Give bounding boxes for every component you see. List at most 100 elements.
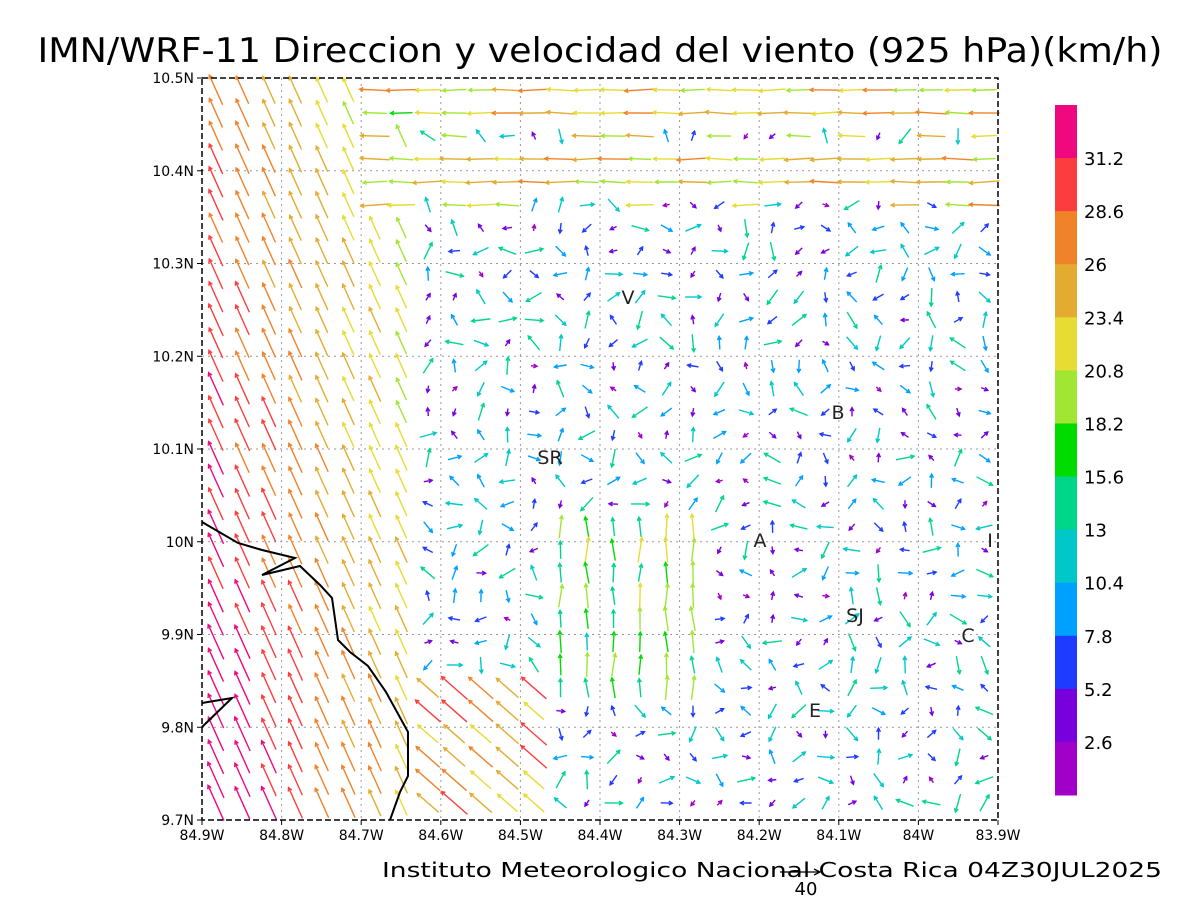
wind-vector-shaft: [395, 469, 408, 493]
wind-vector: [902, 500, 908, 510]
colorbar-swatch: [1055, 370, 1077, 424]
wind-vector-head: [744, 232, 750, 239]
wind-vector: [522, 770, 545, 790]
wind-vector-head: [395, 216, 401, 222]
wind-vector-shaft: [473, 339, 489, 347]
wind-vector-shaft: [559, 610, 562, 628]
wind-vector-head: [557, 653, 563, 659]
wind-vector: [287, 350, 303, 381]
wind-vector: [545, 86, 574, 92]
wind-vector-head: [821, 575, 827, 581]
wind-vector-head: [584, 632, 590, 638]
wind-vector-head: [836, 179, 842, 185]
wind-vector-head: [510, 663, 517, 669]
wind-vector-shaft: [234, 648, 251, 682]
wind-vector-head: [358, 155, 365, 161]
wind-vector: [444, 339, 464, 346]
wind-vector-head: [933, 226, 940, 232]
wind-vector: [608, 339, 619, 348]
wind-vector-head: [207, 623, 212, 629]
wind-vector: [770, 359, 776, 374]
wind-vector-head: [741, 501, 747, 507]
wind-vector: [809, 178, 841, 184]
wind-vector-head: [984, 223, 990, 229]
wind-vector: [951, 221, 965, 234]
wind-vector: [704, 155, 733, 161]
wind-vector-head: [745, 391, 750, 397]
wind-vector-head: [599, 178, 606, 184]
wind-vector-head: [849, 406, 855, 412]
wind-vector-shaft: [442, 88, 467, 92]
wind-vector-head: [747, 685, 753, 691]
wind-vector-head: [820, 249, 826, 254]
colorbar-label: 5.2: [1084, 680, 1113, 701]
wind-vector-head: [395, 123, 401, 130]
wind-vector-shaft: [208, 556, 224, 590]
wind-vector-shaft: [262, 122, 276, 150]
wind-vector-shaft: [658, 776, 675, 784]
wind-vector: [845, 387, 860, 393]
wind-vector: [599, 178, 626, 184]
wind-vector-shaft: [824, 292, 827, 302]
wind-vector-shaft: [847, 498, 857, 510]
wind-vector-head: [801, 567, 808, 573]
wind-vector-shaft: [902, 680, 908, 696]
wind-vector-shaft: [691, 514, 695, 540]
wind-vector: [926, 611, 937, 626]
wind-vector: [898, 128, 912, 145]
wind-vector-shaft: [824, 475, 827, 487]
wind-vector-head: [586, 292, 592, 298]
wind-vector: [583, 582, 589, 609]
wind-vector-shaft: [234, 671, 251, 705]
wind-vector: [415, 745, 441, 768]
colorbar-swatch: [1055, 529, 1077, 584]
wind-vector: [876, 564, 882, 584]
wind-vector-head: [234, 143, 240, 149]
wind-vector-head: [823, 297, 829, 304]
wind-vector-shaft: [476, 289, 486, 305]
wind-vector-head: [287, 396, 293, 402]
wind-vector-head: [261, 212, 267, 218]
wind-vector-shaft: [530, 522, 538, 532]
wind-vector-shaft: [262, 76, 276, 104]
wind-vector: [207, 692, 225, 729]
wind-vector-shaft: [678, 111, 708, 115]
wind-vector-shaft: [690, 538, 696, 562]
wind-vector-shaft: [369, 216, 381, 240]
wind-vector: [898, 547, 910, 553]
wind-vector: [288, 144, 303, 173]
y-tick-label: 10.3N: [152, 257, 194, 273]
wind-vector: [288, 465, 303, 496]
wind-vector-head: [960, 525, 966, 531]
wind-vector-shaft: [363, 111, 387, 115]
wind-vector-head: [482, 360, 488, 366]
wind-vector-head: [980, 683, 986, 689]
wind-vector-head: [638, 562, 644, 569]
place-label: B: [831, 402, 844, 424]
wind-vector: [691, 334, 697, 354]
wind-vector-head: [750, 776, 757, 782]
wind-vector-shaft: [467, 111, 495, 115]
wind-vector-head: [261, 304, 267, 310]
wind-vector: [497, 246, 517, 255]
wind-vector-head: [534, 409, 541, 415]
wind-vector: [822, 452, 829, 465]
wind-vector: [861, 110, 894, 116]
wind-vector-shaft: [899, 337, 911, 349]
wind-vector-head: [559, 196, 565, 202]
wind-vector-head: [368, 352, 374, 359]
wind-vector-head: [870, 477, 877, 483]
wind-vector-shaft: [690, 656, 696, 674]
wind-vector-head: [234, 119, 240, 126]
wind-vector-head: [622, 110, 629, 116]
wind-vector: [367, 650, 382, 679]
wind-vector-head: [518, 110, 524, 116]
wind-vector-shaft: [314, 627, 330, 657]
wind-vector: [660, 706, 672, 716]
wind-vector-shaft: [235, 144, 250, 174]
wind-vector: [422, 357, 434, 374]
wind-vector: [952, 727, 964, 741]
wind-vector: [686, 474, 700, 489]
wind-vector-shaft: [208, 372, 224, 406]
wind-vector-shaft: [977, 594, 992, 598]
